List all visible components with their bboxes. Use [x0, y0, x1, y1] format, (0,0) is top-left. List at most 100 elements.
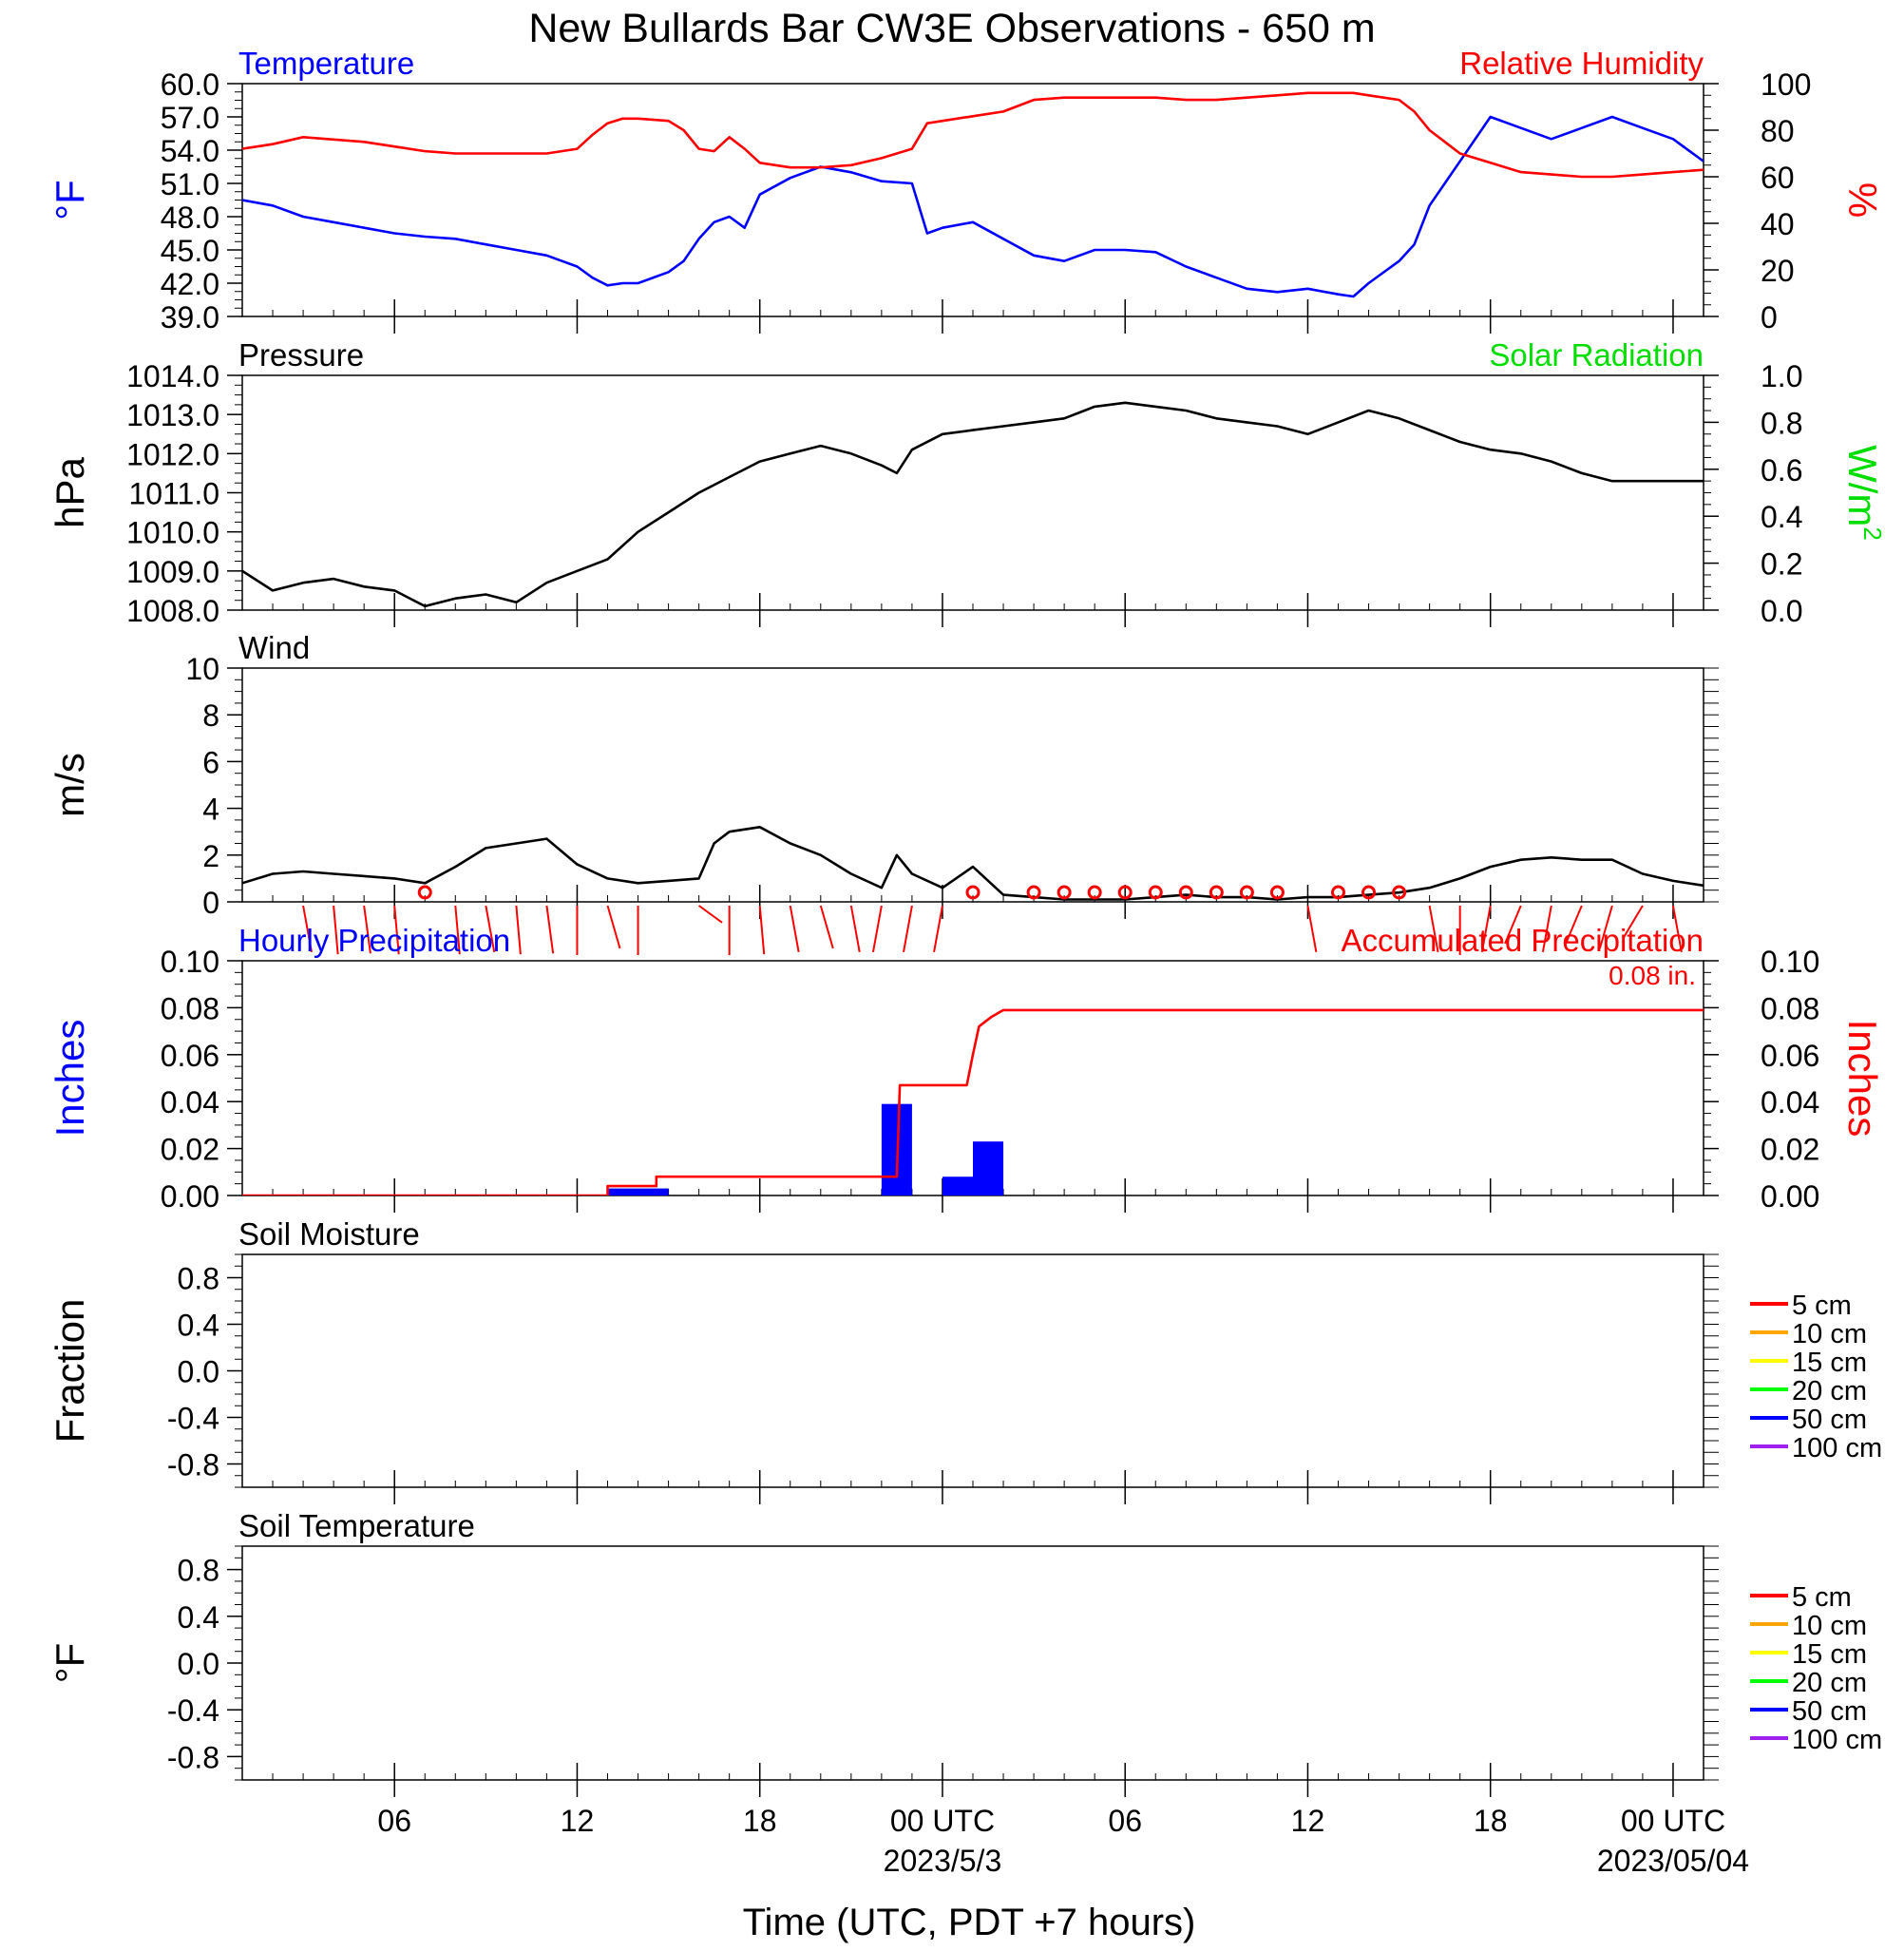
x-tick-label: 18 — [1474, 1804, 1508, 1838]
panel-frame — [242, 84, 1704, 316]
y-left-tick-label: 10 — [185, 652, 219, 686]
y-right-tick-label: 0.06 — [1761, 1039, 1819, 1073]
y-right-tick-label: 1.0 — [1761, 359, 1802, 393]
y-left-unit: °F — [48, 1643, 92, 1683]
y-left-tick-label: 0.8 — [178, 1262, 219, 1296]
panel-right-title: Accumulated Precipitation — [1341, 923, 1704, 958]
series-pressure — [242, 403, 1704, 606]
y-left-tick-label: 45.0 — [161, 234, 219, 268]
panel-left-title: Soil Moisture — [238, 1216, 420, 1252]
y-left-tick-label: 0.4 — [178, 1600, 219, 1635]
y-right-tick-label: 0.10 — [1761, 945, 1819, 979]
legend-label: 20 cm — [1792, 1668, 1867, 1698]
legend-label: 20 cm — [1792, 1376, 1867, 1406]
legend-label: 5 cm — [1792, 1582, 1852, 1613]
panel-soil_moisture: -0.8-0.40.00.40.8Soil MoistureFraction 5 … — [48, 1216, 1882, 1504]
y-left-tick-label: 48.0 — [161, 201, 219, 235]
panel-left-title: Hourly Precipitation — [238, 923, 510, 958]
x-tick-label: 18 — [743, 1804, 777, 1838]
panels: 39.042.045.048.051.054.057.060.002040608… — [48, 46, 1887, 1797]
wind-barb — [608, 906, 620, 948]
x-tick-sublabel: 2023/5/3 — [884, 1844, 1002, 1878]
panel-left-title: Temperature — [238, 46, 414, 81]
panel-right-title: Solar Radiation — [1489, 337, 1704, 373]
y-left-tick-label: 0.10 — [161, 945, 219, 979]
y-left-tick-label: 0.04 — [161, 1085, 219, 1119]
legend-label: 5 cm — [1792, 1291, 1852, 1321]
y-right-tick-label: 0.08 — [1761, 991, 1819, 1025]
precip-bar — [973, 1141, 1003, 1195]
y-right-tick-label: 80 — [1761, 114, 1795, 148]
precip-bar — [608, 1189, 638, 1195]
x-tick-label: 00 UTC — [1621, 1804, 1725, 1838]
y-right-unit: % — [1840, 182, 1885, 218]
y-right-tick-label: 0.6 — [1761, 453, 1802, 488]
y-left-tick-label: 1009.0 — [126, 555, 219, 589]
y-right-unit: W/m2 — [1840, 445, 1887, 541]
wind-barb — [1307, 906, 1316, 952]
panel-frame — [242, 375, 1704, 610]
y-left-tick-label: 4 — [202, 793, 219, 827]
wind-barb — [934, 906, 942, 952]
series-temperature — [242, 117, 1704, 296]
y-right-tick-label: 0.0 — [1761, 594, 1802, 628]
wind-barb — [516, 906, 521, 954]
y-left-tick-label: -0.4 — [167, 1693, 219, 1728]
accumulated-total-label: 0.08 in. — [1609, 961, 1696, 990]
y-left-tick-label: 0.0 — [178, 1647, 219, 1681]
y-left-tick-label: 0.8 — [178, 1554, 219, 1588]
panel-left-title: Soil Temperature — [238, 1508, 475, 1543]
y-right-tick-label: 20 — [1761, 254, 1795, 288]
y-left-tick-label: 2 — [202, 839, 219, 873]
wind-barb — [546, 906, 553, 953]
y-left-tick-label: 42.0 — [161, 267, 219, 301]
y-right-tick-label: 40 — [1761, 207, 1795, 241]
x-tick-label: 00 UTC — [890, 1804, 995, 1838]
legend-label: 100 cm — [1792, 1433, 1882, 1463]
y-right-tick-label: 60 — [1761, 161, 1795, 195]
x-tick-label: 12 — [1291, 1804, 1325, 1838]
y-left-tick-label: 0.06 — [161, 1039, 219, 1073]
y-left-tick-label: 0.0 — [178, 1355, 219, 1389]
y-left-tick-label: 1013.0 — [126, 398, 219, 432]
y-right-tick-label: 0.00 — [1761, 1179, 1819, 1214]
x-tick-label: 12 — [561, 1804, 595, 1838]
y-left-tick-label: -0.8 — [167, 1448, 219, 1482]
y-right-tick-label: 0 — [1761, 300, 1778, 335]
legend-label: 50 cm — [1792, 1696, 1867, 1727]
precip-bar — [942, 1176, 973, 1195]
legend-label: 15 cm — [1792, 1348, 1867, 1378]
panel-left-title: Wind — [238, 630, 310, 665]
y-right-tick-label: 0.8 — [1761, 406, 1802, 440]
x-tick-label: 06 — [1108, 1804, 1142, 1838]
wind-barb — [904, 906, 912, 952]
y-left-tick-label: 51.0 — [161, 167, 219, 201]
y-left-tick-label: 54.0 — [161, 134, 219, 168]
wind-barb — [790, 906, 799, 952]
legend-label: 10 cm — [1792, 1611, 1867, 1641]
panel-frame — [242, 1546, 1704, 1780]
legend-label: 15 cm — [1792, 1639, 1867, 1670]
y-left-unit: m/s — [48, 753, 92, 817]
precip-bar — [638, 1189, 669, 1195]
panel-wind: 0 2 4 6 8 10 Wind m/s — [48, 630, 1719, 955]
panel-frame — [242, 1254, 1704, 1487]
y-left-tick-label: 1014.0 — [126, 359, 219, 393]
y-left-tick-label: 60.0 — [161, 67, 219, 102]
y-left-unit: °F — [48, 180, 92, 220]
panel-left-title: Pressure — [238, 337, 364, 373]
y-left-tick-label: 1011.0 — [129, 477, 220, 511]
y-left-tick-label: 8 — [202, 698, 219, 733]
y-left-tick-label: -0.8 — [167, 1740, 219, 1774]
x-tick-labels: 06 12 18 00 UTC 2023/5/3 06 12 18 00 UTC 2023/05/… — [377, 1804, 1749, 1878]
y-left-tick-label: 39.0 — [161, 300, 219, 335]
legend-label: 100 cm — [1792, 1725, 1882, 1755]
legend-label: 10 cm — [1792, 1319, 1867, 1349]
panel-right-title: Relative Humidity — [1459, 46, 1704, 81]
wind-barb — [821, 906, 833, 948]
y-right-tick-label: 0.2 — [1761, 547, 1802, 582]
y-left-tick-label: -0.4 — [167, 1402, 219, 1436]
wind-barb — [873, 906, 882, 952]
